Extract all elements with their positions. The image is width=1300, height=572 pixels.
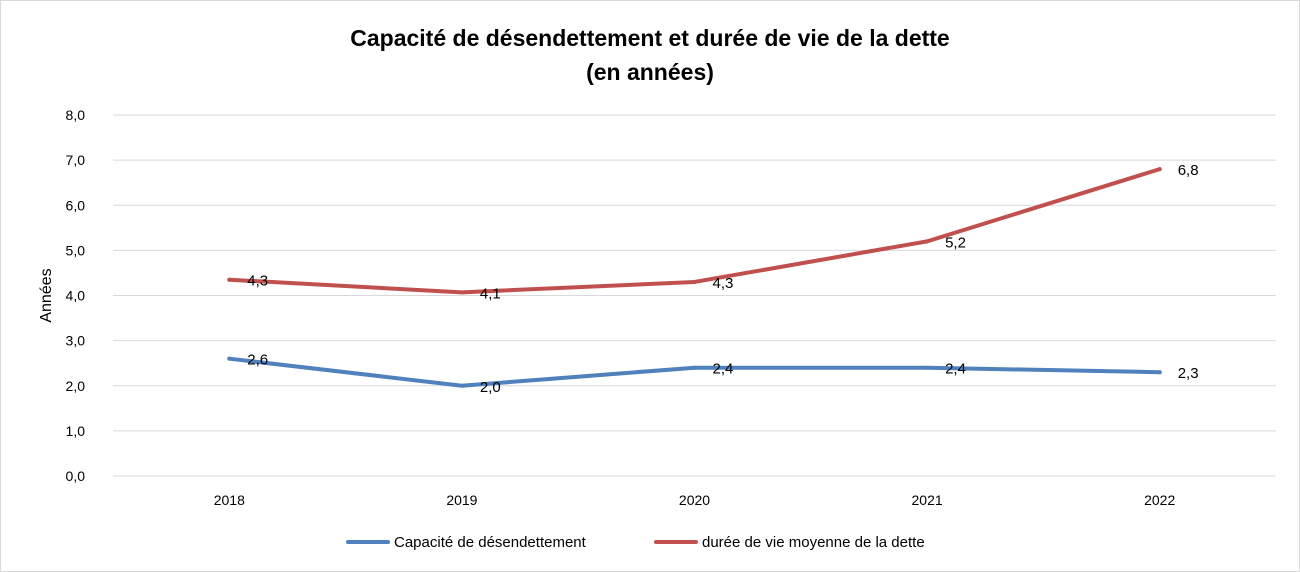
data-point	[1157, 370, 1162, 375]
data-point	[1157, 167, 1162, 172]
legend: Capacité de désendettement durée de vie m…	[346, 534, 925, 551]
data-label: 2,4	[945, 361, 966, 378]
data-point	[925, 365, 930, 370]
x-tick-label: 2018	[214, 492, 245, 508]
series-group	[227, 167, 1162, 388]
y-tick-label: 2,0	[66, 378, 86, 394]
y-tick-label: 5,0	[66, 242, 86, 258]
series-line-1	[227, 356, 1162, 388]
y-tick-label: 1,0	[66, 423, 86, 439]
x-tick-label: 2021	[912, 492, 943, 508]
data-point	[227, 356, 232, 361]
gridlines	[113, 114, 1276, 477]
x-axis-ticks: 2018 2019 2020 2021 2022	[214, 492, 1176, 508]
data-point	[692, 279, 697, 284]
data-point	[459, 383, 464, 388]
legend-label: durée de vie moyenne de la dette	[702, 534, 925, 551]
data-point	[227, 277, 232, 282]
legend-label: Capacité de désendettement	[394, 534, 587, 551]
data-label: 2,4	[713, 361, 734, 378]
y-axis-ticks: 0,0 1,0 2,0 3,0 4,0 5,0 6,0 7,0 8,0	[66, 107, 86, 484]
x-tick-label: 2020	[679, 492, 710, 508]
data-label: 6,8	[1178, 162, 1199, 179]
chart-title-line2: (en années)	[586, 59, 714, 85]
data-label: 4,3	[247, 273, 268, 290]
y-tick-label: 0,0	[66, 468, 86, 484]
y-tick-label: 4,0	[66, 288, 86, 304]
x-tick-label: 2019	[446, 492, 477, 508]
data-label: 5,2	[945, 234, 966, 251]
y-tick-label: 3,0	[66, 333, 86, 349]
y-tick-label: 7,0	[66, 152, 86, 168]
data-label: 2,6	[247, 352, 268, 369]
x-tick-label: 2022	[1144, 492, 1175, 508]
data-label: 4,3	[713, 275, 734, 292]
data-labels: 2,6 2,0 2,4 2,4 2,3 4,3 4,1 4,3 5,2 6,8	[247, 162, 1198, 396]
y-axis-title: Années	[38, 268, 55, 322]
y-tick-label: 8,0	[66, 107, 86, 123]
data-point	[459, 290, 464, 295]
data-point	[692, 365, 697, 370]
chart-title: Capacité de désendettement et durée de v…	[1, 21, 1299, 89]
data-point	[925, 239, 930, 244]
chart-title-line1: Capacité de désendettement et durée de v…	[350, 25, 950, 51]
data-label: 2,3	[1178, 365, 1199, 382]
data-label: 4,1	[480, 285, 501, 302]
data-label: 2,0	[480, 379, 501, 396]
series-line-2	[227, 167, 1162, 295]
y-tick-label: 6,0	[66, 197, 86, 213]
